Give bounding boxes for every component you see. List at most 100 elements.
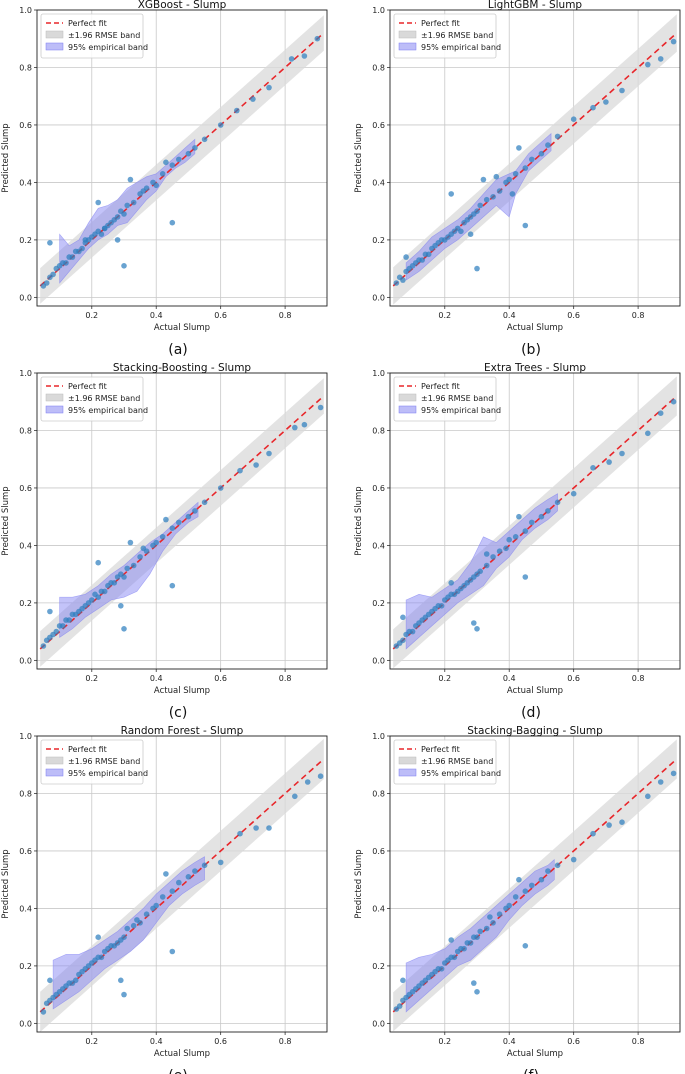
x-tick-label: 0.2 (438, 1037, 451, 1046)
data-point (237, 467, 243, 474)
legend-empirical-label: 95% empirical band (421, 406, 501, 415)
x-tick-label: 0.6 (214, 311, 227, 320)
data-point (95, 594, 101, 600)
y-tick-label: 1.0 (372, 6, 385, 15)
data-point (554, 499, 561, 506)
figure-caption: (f) (523, 1068, 539, 1074)
data-point (201, 499, 208, 506)
data-point (393, 280, 400, 286)
chart-title: Random Forest - Slump (121, 725, 244, 737)
legend-box (393, 739, 497, 785)
data-point (98, 231, 105, 237)
data-point (169, 948, 176, 955)
x-tick-label: 0.6 (567, 311, 580, 320)
data-point (201, 862, 208, 869)
data-point (645, 61, 651, 68)
data-point (124, 565, 130, 572)
chart-panel: 0.2 0.4 0.6 0.8 0.0 0.2 0.4 0.6 0.8 1.0 Extra Tree… (354, 362, 681, 721)
data-point (657, 779, 664, 785)
data-point (438, 603, 445, 609)
y-tick-label: 1.0 (372, 732, 385, 741)
data-point (121, 574, 127, 580)
x-tick-label: 0.4 (150, 1037, 163, 1046)
x-tick-label: 0.4 (150, 674, 163, 683)
plot-frame (389, 9, 681, 307)
y-tick-label: 0.6 (372, 484, 385, 493)
data-point (506, 536, 512, 543)
plot-content (392, 376, 678, 669)
data-point (292, 424, 298, 431)
data-point (159, 534, 166, 540)
y-tick-label: 1.0 (19, 732, 32, 741)
data-point (590, 465, 596, 471)
rmse-band (40, 378, 324, 667)
data-point (192, 508, 198, 514)
data-point (522, 888, 529, 894)
x-tick-label: 0.2 (438, 674, 451, 683)
data-point (522, 528, 529, 534)
legend-perfect-fit-label: Perfect fit (421, 745, 460, 754)
chart-title: Stacking-Bagging - Slump (467, 725, 603, 737)
x-tick-label: 0.4 (503, 1037, 516, 1046)
data-point (118, 977, 124, 984)
figure-caption: (c) (169, 705, 188, 721)
data-point (474, 265, 480, 272)
data-point (140, 545, 147, 552)
data-point (266, 825, 272, 831)
data-point (53, 628, 60, 635)
empirical-band (52, 856, 205, 1010)
y-tick-label: 0.6 (19, 484, 32, 493)
data-point (237, 830, 243, 837)
y-tick-label: 0.6 (19, 847, 32, 856)
chart-panel: 0.2 0.4 0.6 0.8 0.0 0.2 0.4 0.6 0.8 1.0 XGBoost - … (1, 0, 328, 358)
data-point (130, 922, 137, 929)
legend: Perfect fit ±1.96 RMSE band 95% empirical … (40, 739, 148, 785)
data-point (217, 122, 224, 128)
data-point (185, 150, 192, 157)
data-point (314, 35, 321, 42)
data-point (192, 868, 198, 874)
data-point (490, 194, 496, 200)
y-axis-label: Predicted Slump (354, 849, 364, 918)
data-point (570, 116, 577, 122)
chart-title: LightGBM - Slump (488, 0, 583, 11)
data-point (40, 1009, 47, 1015)
y-tick-label: 0.4 (372, 904, 385, 913)
y-tick-label: 1.0 (19, 369, 32, 378)
data-point (570, 856, 577, 863)
data-point (570, 490, 577, 497)
chart-panel: 0.2 0.4 0.6 0.8 0.0 0.2 0.4 0.6 0.8 1.0 Stacking-B… (1, 362, 328, 721)
data-point (143, 911, 150, 917)
chart-panel: 0.2 0.4 0.6 0.8 0.0 0.2 0.4 0.6 0.8 1.0 LightGBM -… (354, 0, 681, 358)
y-tick-label: 0.8 (19, 426, 32, 435)
y-tick-label: 0.0 (372, 1019, 385, 1028)
y-tick-label: 0.2 (19, 236, 32, 245)
legend-rmse-label: ±1.96 RMSE band (68, 31, 140, 40)
y-tick-label: 0.4 (19, 541, 32, 550)
data-point (185, 513, 192, 520)
legend-empirical-swatch (45, 405, 64, 414)
data-point (169, 219, 176, 226)
legend-rmse-swatch (398, 393, 417, 402)
data-point (124, 925, 130, 932)
plot-frame (36, 372, 328, 670)
rmse-band (393, 376, 677, 669)
data-point (474, 934, 480, 940)
data-point (288, 56, 295, 62)
plot-content (392, 14, 678, 305)
data-point (217, 859, 224, 866)
legend-perfect-fit-label: Perfect fit (68, 745, 107, 754)
figure-caption: (e) (168, 1068, 188, 1074)
legend: Perfect fit ±1.96 RMSE band 95% empirical … (393, 376, 501, 422)
y-tick-label: 0.2 (372, 236, 385, 245)
x-axis-label: Actual Slump (154, 1049, 210, 1059)
legend-rmse-label: ±1.96 RMSE band (421, 394, 493, 403)
x-tick-label: 0.8 (632, 674, 645, 683)
data-point (400, 637, 406, 644)
plot-content (39, 738, 325, 1032)
x-axis-label: Actual Slump (507, 323, 563, 333)
x-tick-label: 0.4 (503, 311, 516, 320)
data-point (266, 450, 272, 457)
x-axis-label: Actual Slump (507, 1049, 563, 1059)
data-point (301, 421, 308, 428)
